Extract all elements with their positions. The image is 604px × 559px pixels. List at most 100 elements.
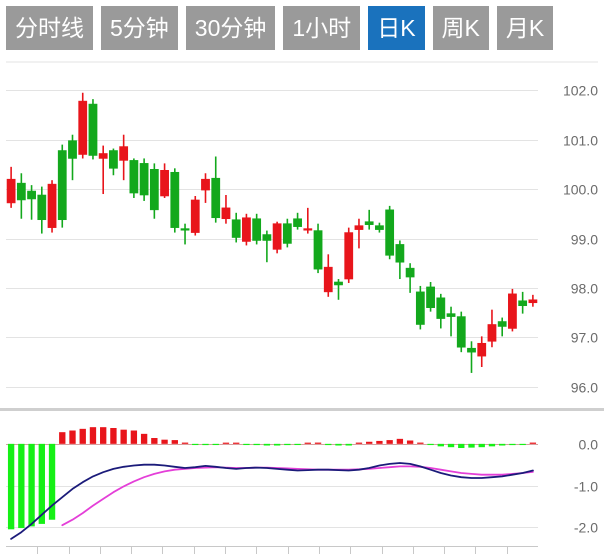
chart-area[interactable]: 102.0 101.0 100.0 99.0 98.0 97.0 96.0 0.0 -1.0 -2… [0,56,604,559]
candle-body [68,140,77,159]
candle-body [313,230,323,270]
macd-bar [468,443,475,448]
tab-dayk[interactable]: 日K [368,6,425,50]
macd-bar [212,443,219,446]
tab-5min[interactable]: 5分钟 [101,6,178,50]
candle-body [436,297,446,319]
candle-body [477,342,487,357]
candle-body [242,217,251,242]
candle-body [47,183,57,228]
macd-bar [355,442,363,444]
tab-monthk[interactable]: 月K [496,6,554,50]
macd-bar [294,443,301,446]
candle-body [446,313,456,317]
price-axis-label: 102.0 [563,83,598,99]
macd-bar [386,440,393,444]
tab-weekk[interactable]: 周K [432,6,489,50]
macd-bar [325,443,332,446]
macd-axis-label: -2.0 [574,520,598,536]
candle-body [272,223,282,250]
candle-body [405,267,415,278]
macd-bar [161,439,168,444]
candle-body [78,100,88,155]
candle-body [528,299,538,304]
candle-body [262,234,272,241]
candle-body [252,218,262,241]
candle-body [303,228,313,231]
price-axis-label: 101.0 [563,133,598,149]
macd-bar [509,443,516,446]
candle-body [170,171,180,228]
candle-body [293,218,302,227]
macd-bar [243,443,250,446]
candle-body [467,347,476,353]
candle-body [129,160,139,194]
chart-svg: 102.0 101.0 100.0 99.0 98.0 97.0 96.0 0.0 -1.0 -2… [0,61,604,554]
macd-histogram [7,427,537,530]
chart-plot: 102.0 101.0 100.0 99.0 98.0 97.0 96.0 0.0 -1.0 -2… [0,56,604,559]
macd-bar [458,443,465,449]
tab-1hour[interactable]: 1小时 [283,6,361,50]
macd-bar [79,428,86,444]
macd-bar [406,440,414,444]
tab-timeline[interactable]: 分时线 [6,6,93,50]
candle-body [6,178,16,204]
macd-bar [529,442,537,444]
candle-body [37,194,47,221]
macd-bar [38,443,45,524]
macd-axis-label: -1.0 [574,479,598,495]
macd-bar [110,428,117,444]
macd-axis-label: 0.0 [579,437,599,453]
macd-bar [519,443,526,446]
candle-body [282,223,292,244]
macd-bar [222,442,230,444]
macd-bar [499,443,506,446]
macd-bar [89,427,97,444]
candlestick-series [6,92,538,373]
candle-body [180,228,190,231]
candle-body [508,293,517,329]
macd-bar [273,443,281,446]
candle-body [364,221,374,225]
macd-bar [120,429,127,444]
price-axis-label: 96.0 [571,380,598,396]
tab-30min[interactable]: 30分钟 [185,6,276,50]
candle-body [323,266,333,293]
macd-bar [437,443,444,447]
macd-bar [304,442,311,444]
candle-body [109,150,118,169]
macd-bar [263,443,271,446]
macd-bar [140,433,148,444]
price-axis-label: 97.0 [571,330,598,346]
macd-bar [233,442,240,444]
candle-body [190,199,200,233]
macd-bar [171,440,178,444]
candle-body [201,178,210,191]
candle-body [98,153,108,159]
macd-bar [28,443,35,527]
macd-bar [130,430,138,444]
candle-body [221,207,231,220]
macd-bar [396,438,404,444]
macd-bar [488,443,496,447]
macd-dif-line [10,462,534,540]
macd-bar [59,432,66,444]
candle-body [354,225,364,230]
macd-bar [100,427,107,444]
candle-body [487,324,497,342]
macd-bar [335,443,342,446]
price-axis-label: 100.0 [563,182,598,198]
macd-dea-line [61,465,534,527]
candle-body [375,225,384,230]
macd-bar [253,443,260,446]
macd-bar [447,443,455,448]
candle-body [88,103,98,156]
macd-bar [18,443,25,529]
macd-bar [366,441,373,444]
macd-bar [345,443,352,446]
price-axis-label: 99.0 [571,232,598,248]
macd-bar [181,442,189,444]
candle-body [415,291,425,325]
macd-bar [478,443,485,448]
